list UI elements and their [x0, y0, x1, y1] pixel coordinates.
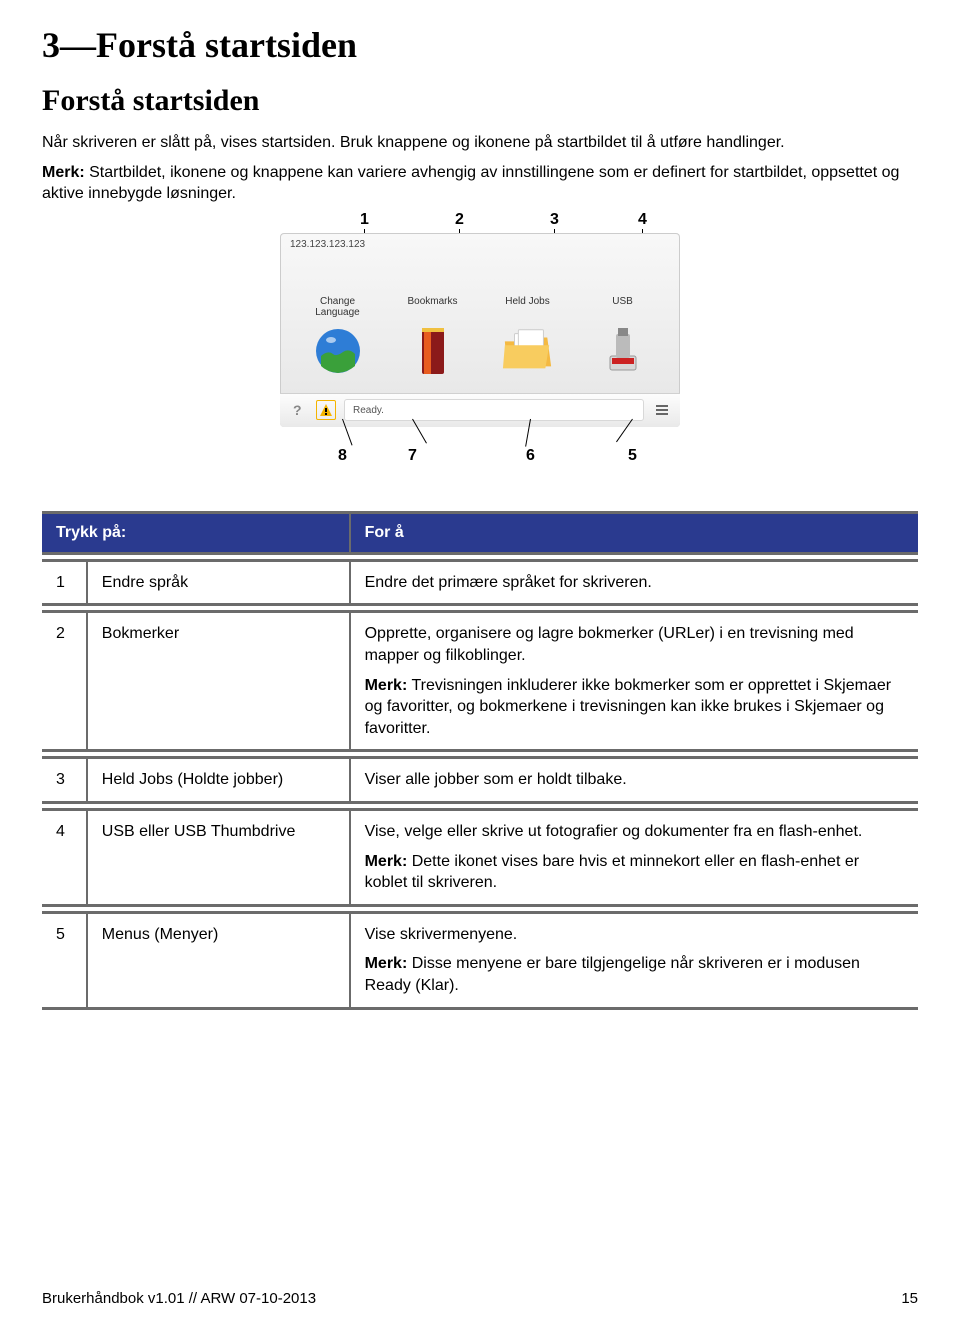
callout-5: 5 — [628, 447, 637, 465]
row-name: Held Jobs (Holdte jobber) — [88, 756, 349, 804]
table-row: 5Menus (Menyer)Vise skrivermenyene.Merk:… — [42, 911, 918, 1010]
row-number: 1 — [42, 559, 88, 607]
help-icon: ? — [288, 400, 308, 420]
row-name: Bokmerker — [88, 610, 349, 752]
reference-table: Trykk på: For å 1Endre språkEndre det pr… — [42, 507, 918, 1014]
row-name: USB eller USB Thumbdrive — [88, 808, 349, 907]
footer-page-number: 15 — [901, 1290, 918, 1307]
ip-address: 123.123.123.123 — [290, 239, 670, 250]
icon-label: Bookmarks — [407, 296, 457, 318]
bookmarks-icon: Bookmarks — [393, 296, 473, 378]
callout-7: 7 — [408, 447, 417, 465]
row-description: Vise, velge eller skrive ut fotografier … — [349, 808, 918, 907]
row-number: 2 — [42, 610, 88, 752]
row-description: Vise skrivermenyene.Merk: Disse menyene … — [349, 911, 918, 1010]
callout-8: 8 — [338, 447, 347, 465]
note-text: Merk: Startbildet, ikonene og knappene k… — [42, 162, 918, 205]
table-header-left: Trykk på: — [42, 511, 349, 555]
row-number: 4 — [42, 808, 88, 907]
intro-text: Når skriveren er slått på, vises startsi… — [42, 132, 918, 154]
table-row: 1Endre språkEndre det primære språket fo… — [42, 559, 918, 607]
menu-icon — [652, 400, 672, 420]
callout-6: 6 — [526, 447, 535, 465]
callout-3: 3 — [550, 211, 559, 229]
held-jobs-icon: Held Jobs — [488, 296, 568, 378]
row-name: Endre språk — [88, 559, 349, 607]
row-description: Opprette, organisere og lagre bokmerker … — [349, 610, 918, 752]
row-number: 3 — [42, 756, 88, 804]
row-description: Endre det primære språket for skriveren. — [349, 559, 918, 607]
page-title: 3—Forstå startsiden — [42, 24, 918, 66]
callout-2: 2 — [455, 211, 464, 229]
table-row: 4USB eller USB ThumbdriveVise, velge ell… — [42, 808, 918, 907]
folder-icon — [501, 327, 555, 375]
status-text: Ready. — [344, 399, 644, 421]
icon-label: Change Language — [315, 296, 360, 318]
globe-icon — [313, 326, 363, 376]
bookmark-icon — [408, 324, 458, 378]
table-row: 2BokmerkerOpprette, organisere og lagre … — [42, 610, 918, 752]
printer-screen-figure: 1 2 3 4 123.123.123.123 Change Language — [230, 233, 730, 427]
row-number: 5 — [42, 911, 88, 1010]
note-prefix: Merk: — [42, 164, 85, 181]
row-description: Viser alle jobber som er holdt tilbake. — [349, 756, 918, 804]
row-name: Menus (Menyer) — [88, 911, 349, 1010]
icon-label: USB — [612, 296, 633, 318]
table-header-right: For å — [349, 511, 918, 555]
section-heading: Forstå startsiden — [42, 84, 918, 118]
note-body: Startbildet, ikonene og knappene kan var… — [42, 164, 899, 203]
callout-4: 4 — [638, 211, 647, 229]
change-language-icon: Change Language — [298, 296, 378, 378]
warning-icon — [316, 400, 336, 420]
icon-label: Held Jobs — [505, 296, 549, 318]
page-footer: Brukerhåndbok v1.01 // ARW 07-10-2013 15 — [42, 1290, 918, 1307]
printer-screen: 123.123.123.123 Change Language Bookmark… — [280, 233, 680, 427]
callout-1: 1 — [360, 211, 369, 229]
table-row: 3Held Jobs (Holdte jobber)Viser alle job… — [42, 756, 918, 804]
svg-text:?: ? — [293, 402, 302, 418]
footer-left: Brukerhåndbok v1.01 // ARW 07-10-2013 — [42, 1290, 316, 1307]
usb-icon: USB — [583, 296, 663, 378]
usb-drive-icon — [600, 326, 646, 376]
